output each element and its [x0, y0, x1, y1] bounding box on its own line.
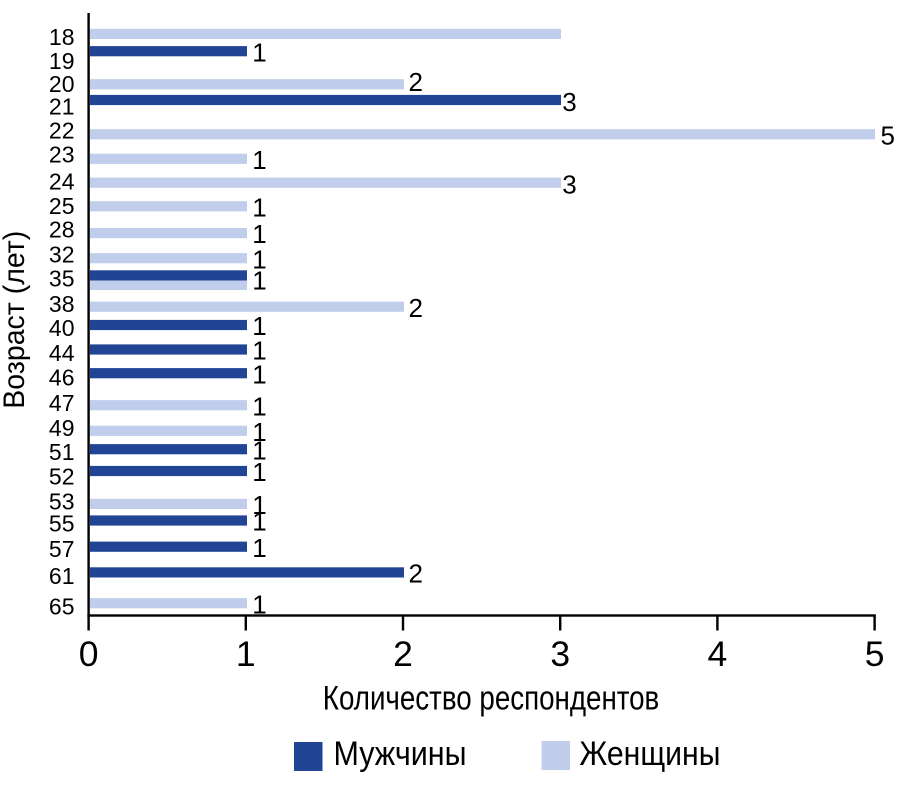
svg-text:1: 1 [252, 359, 266, 389]
svg-text:23: 23 [49, 142, 75, 168]
svg-text:25: 25 [49, 193, 75, 219]
svg-text:2: 2 [409, 559, 423, 589]
svg-text:19: 19 [49, 48, 75, 74]
svg-text:28: 28 [49, 216, 75, 242]
svg-text:47: 47 [49, 390, 75, 416]
svg-text:1: 1 [252, 435, 266, 465]
svg-text:32: 32 [49, 241, 75, 267]
svg-text:21: 21 [49, 93, 75, 119]
svg-text:35: 35 [49, 266, 75, 292]
svg-text:55: 55 [49, 511, 75, 537]
svg-text:1: 1 [252, 417, 266, 447]
svg-text:20: 20 [49, 71, 75, 97]
svg-text:5: 5 [881, 120, 895, 150]
svg-text:61: 61 [49, 563, 75, 589]
svg-text:2: 2 [393, 634, 413, 674]
svg-text:1: 1 [252, 192, 266, 222]
svg-text:3: 3 [550, 634, 570, 674]
svg-text:Количество респондентов: Количество респондентов [323, 680, 660, 718]
svg-text:3: 3 [562, 87, 576, 117]
svg-text:3: 3 [562, 170, 576, 200]
svg-text:1: 1 [252, 311, 266, 341]
svg-text:18: 18 [49, 24, 75, 50]
svg-text:46: 46 [49, 364, 75, 390]
svg-text:0: 0 [79, 634, 99, 674]
svg-text:2: 2 [409, 293, 423, 323]
svg-text:1: 1 [252, 507, 266, 537]
svg-text:24: 24 [49, 168, 75, 194]
svg-text:38: 38 [49, 291, 75, 317]
svg-text:57: 57 [49, 536, 75, 562]
svg-text:51: 51 [49, 439, 75, 465]
svg-text:1: 1 [252, 219, 266, 249]
svg-text:Женщины: Женщины [579, 735, 720, 773]
svg-text:1: 1 [252, 490, 266, 520]
svg-text:1: 1 [252, 391, 266, 421]
svg-text:1: 1 [252, 38, 266, 68]
svg-text:1: 1 [252, 589, 266, 619]
svg-text:1: 1 [252, 265, 266, 295]
svg-text:65: 65 [49, 593, 75, 619]
svg-text:1: 1 [236, 634, 256, 674]
svg-text:2: 2 [409, 67, 423, 97]
svg-text:49: 49 [49, 415, 75, 441]
svg-text:Мужчины: Мужчины [334, 735, 467, 773]
svg-text:22: 22 [49, 118, 75, 144]
svg-text:1: 1 [252, 336, 266, 366]
svg-text:1: 1 [252, 145, 266, 175]
svg-text:53: 53 [49, 489, 75, 515]
svg-text:4: 4 [708, 634, 728, 674]
svg-text:1: 1 [252, 457, 266, 487]
svg-text:1: 1 [252, 533, 266, 563]
svg-text:40: 40 [49, 315, 75, 341]
svg-text:52: 52 [49, 464, 75, 490]
svg-text:1: 1 [252, 244, 266, 274]
svg-text:44: 44 [49, 340, 75, 366]
svg-text:Возраст (лет): Возраст (лет) [0, 231, 31, 409]
svg-text:5: 5 [865, 634, 885, 674]
